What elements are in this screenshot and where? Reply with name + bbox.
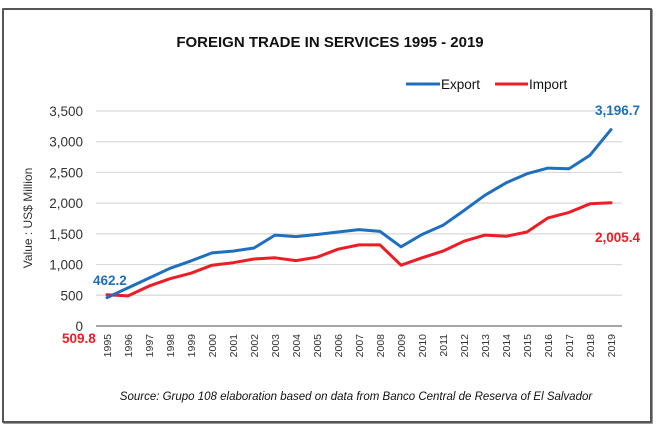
x-tick-label: 1997	[144, 334, 156, 358]
x-tick-label: 2002	[249, 334, 261, 358]
x-tick-label: 2001	[228, 334, 240, 358]
y-axis-label: Value : US$ Million	[21, 168, 35, 269]
series-line-import	[105, 201, 613, 298]
y-tick-labels: 0 500 1,000 1,500 2,000 2,500 3,000 3,500	[49, 104, 83, 334]
legend: Export Import	[406, 77, 568, 92]
y-tick-label: 1,500	[49, 227, 83, 242]
y-tick-label: 2,000	[49, 196, 83, 211]
data-label-import-1995: 509.8	[62, 331, 96, 346]
y-tick-label: 3,500	[49, 104, 83, 119]
data-labels: 462.2 509.8 3,196.7 2,005.4	[62, 103, 640, 346]
x-tick-label: 2004	[291, 334, 303, 358]
x-tick-label: 2013	[480, 334, 492, 358]
x-tick-label: 1998	[165, 334, 177, 358]
series-line-export	[105, 128, 613, 300]
x-tick-label: 2019	[606, 334, 618, 358]
x-tick-label: 2007	[354, 334, 366, 358]
y-tick-label: 500	[60, 288, 83, 303]
x-tick-label: 2005	[312, 334, 324, 358]
x-tick-label: 1995	[102, 334, 114, 358]
chart-frame	[2, 8, 652, 423]
x-tick-label: 2018	[585, 334, 597, 358]
x-tick-label: 2009	[396, 334, 408, 358]
series-lines	[105, 128, 613, 300]
x-tick-label: 2006	[333, 334, 345, 358]
data-label-export-1995: 462.2	[93, 273, 127, 288]
data-label-import-2019: 2,005.4	[595, 230, 641, 245]
source-note: Source: Grupo 108 elaboration based on d…	[120, 391, 594, 403]
x-tick-label: 2000	[207, 334, 219, 358]
y-tick-label: 3,000	[49, 135, 83, 150]
x-tick-label: 2003	[270, 334, 282, 358]
y-tick-label: 0	[75, 319, 83, 334]
x-tick-label: 1996	[123, 334, 135, 358]
chart-title: FOREIGN TRADE IN SERVICES 1995 - 2019	[176, 34, 483, 51]
x-tick-label: 2008	[375, 334, 387, 358]
y-tick-label: 1,000	[49, 258, 83, 273]
x-tick-label: 2015	[522, 334, 534, 358]
x-tick-label: 2010	[417, 334, 429, 358]
x-tick-label: 2014	[501, 334, 513, 358]
x-tick-labels: 1995 1996 1997 1998 1999 2000 2001 2002 2003 2004…	[102, 334, 618, 358]
x-tick-label: 1999	[186, 334, 198, 358]
legend-label-import: Import	[529, 77, 568, 92]
x-tick-label: 2012	[459, 334, 471, 358]
legend-label-export: Export	[441, 77, 480, 92]
x-tick-label: 2011	[438, 334, 450, 357]
data-label-export-2019: 3,196.7	[595, 103, 640, 118]
gridlines	[96, 110, 622, 327]
x-tick-label: 2016	[543, 334, 555, 358]
x-tick-label: 2017	[564, 334, 576, 358]
y-tick-label: 2,500	[49, 165, 83, 180]
